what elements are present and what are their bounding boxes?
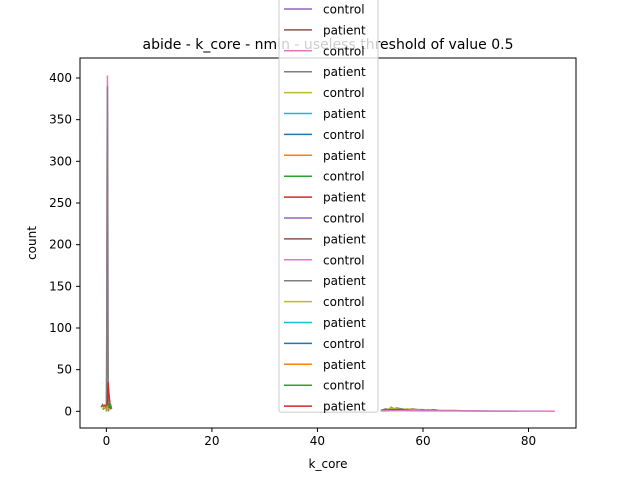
x-tick-label: 80 [521, 434, 536, 448]
legend-label: patient [323, 65, 366, 79]
legend-label: control [323, 44, 365, 58]
legend-label: patient [323, 232, 366, 246]
legend-label: control [323, 128, 365, 142]
legend-label: control [323, 3, 365, 17]
legend-label: patient [323, 23, 366, 37]
y-tick-label: 100 [49, 321, 72, 335]
legend-label: control [323, 86, 365, 100]
series-line [107, 401, 113, 410]
y-tick-label: 0 [64, 404, 72, 418]
y-tick-label: 400 [49, 71, 72, 85]
legend-label: control [323, 295, 365, 309]
series-line [105, 86, 110, 412]
y-tick-label: 350 [49, 113, 72, 127]
legend-label: patient [323, 191, 366, 205]
legend-label: patient [323, 107, 366, 121]
y-tick-label: 150 [49, 279, 72, 293]
x-axis-label: k_core [309, 457, 348, 471]
x-axis: 0 20 40 60 80 [103, 428, 536, 448]
legend-label: patient [323, 149, 366, 163]
legend-label: patient [323, 358, 366, 372]
y-axis-label: count [25, 226, 39, 260]
legend-label: control [323, 379, 365, 393]
x-tick-label: 20 [204, 434, 219, 448]
legend-label: control [323, 253, 365, 267]
series-lines [100, 75, 555, 412]
legend-label: patient [323, 274, 366, 288]
legend-label: patient [323, 400, 366, 414]
series-line [380, 409, 555, 412]
legend-label: control [323, 337, 365, 351]
y-tick-label: 250 [49, 196, 72, 210]
y-tick-label: 50 [57, 363, 72, 377]
y-tick-label: 300 [49, 154, 72, 168]
legend-label: control [323, 170, 365, 184]
legend-label: patient [323, 316, 366, 330]
legend: control patient control patient control patie… [278, 0, 379, 414]
x-tick-label: 40 [310, 434, 325, 448]
x-tick-label: 0 [103, 434, 111, 448]
series-line [100, 402, 112, 410]
x-tick-label: 60 [415, 434, 430, 448]
y-tick-label: 200 [49, 238, 72, 252]
legend-box [278, 0, 379, 413]
legend-label: control [323, 212, 365, 226]
y-axis: 0 50 100 150 200 250 300 350 400 [49, 71, 80, 418]
series-line [101, 406, 109, 411]
